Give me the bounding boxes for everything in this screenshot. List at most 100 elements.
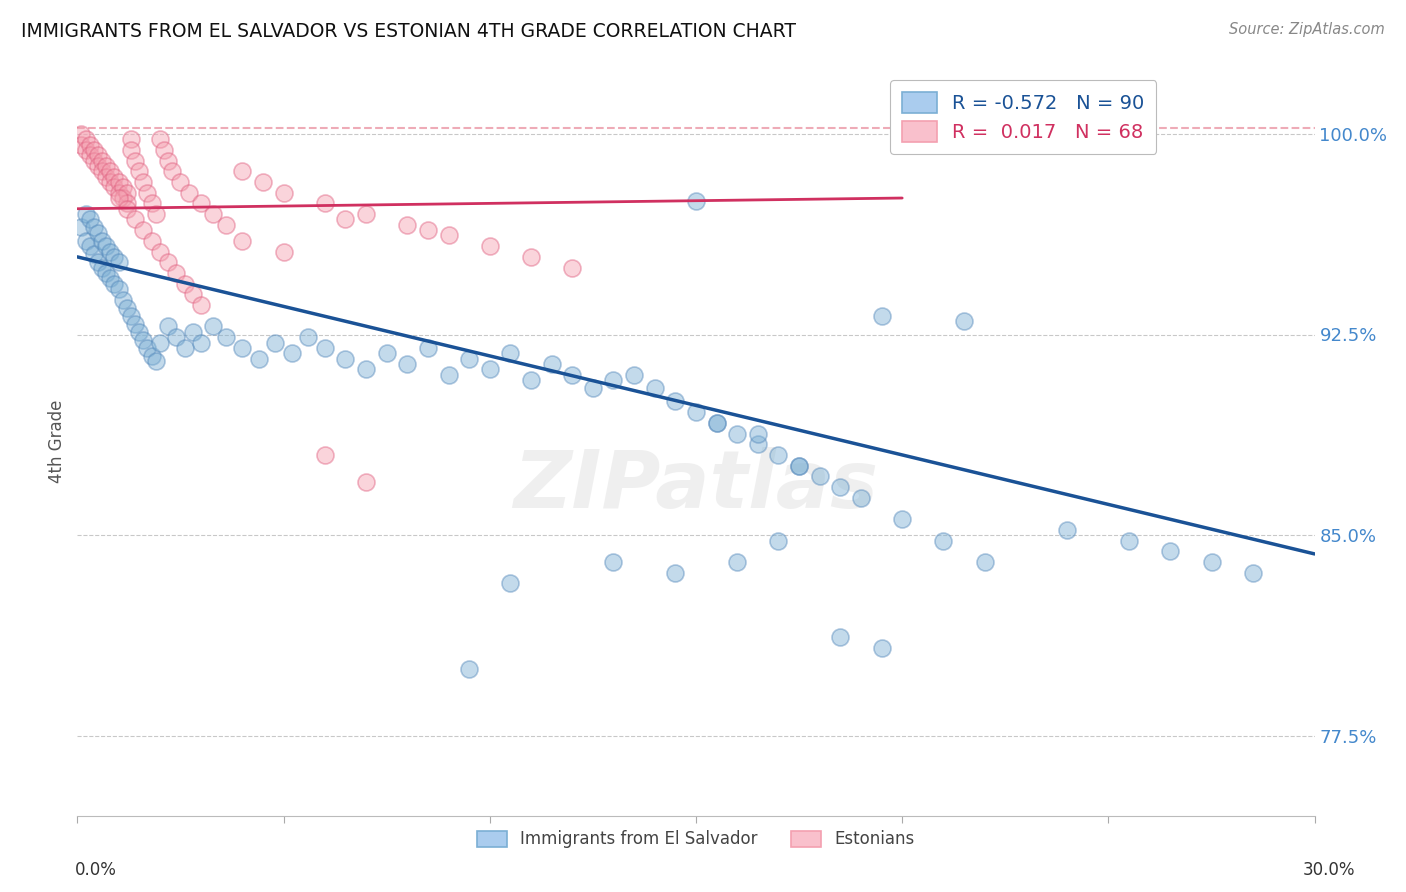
Point: [91, 234, 114, 248]
Point: [165, 266, 187, 280]
Point: [231, 234, 253, 248]
Point: [79, 148, 101, 162]
Point: [314, 341, 336, 355]
Point: [768, 533, 790, 548]
Point: [87, 148, 110, 162]
Point: [96, 266, 118, 280]
Point: [664, 566, 686, 580]
Point: [314, 448, 336, 462]
Point: [103, 277, 125, 291]
Point: [107, 282, 129, 296]
Point: [98, 244, 121, 259]
Point: [644, 381, 666, 395]
Point: [252, 175, 274, 189]
Point: [396, 218, 419, 232]
Point: [115, 301, 138, 315]
Point: [136, 341, 159, 355]
Point: [91, 260, 114, 275]
Point: [190, 335, 212, 350]
Point: [136, 186, 159, 200]
Point: [145, 354, 167, 368]
Point: [75, 234, 97, 248]
Text: 30.0%: 30.0%: [1302, 861, 1355, 879]
Point: [499, 576, 522, 591]
Point: [437, 228, 460, 243]
Text: IMMIGRANTS FROM EL SALVADOR VS ESTONIAN 4TH GRADE CORRELATION CHART: IMMIGRANTS FROM EL SALVADOR VS ESTONIAN …: [21, 22, 796, 41]
Point: [181, 287, 204, 301]
Point: [396, 357, 419, 371]
Point: [231, 341, 253, 355]
Point: [149, 132, 172, 146]
Point: [75, 143, 97, 157]
Point: [128, 325, 150, 339]
Point: [375, 346, 398, 360]
Point: [354, 207, 377, 221]
Point: [787, 458, 810, 473]
Point: [160, 164, 183, 178]
Point: [1201, 555, 1223, 569]
Point: [79, 212, 101, 227]
Point: [120, 132, 142, 146]
Point: [177, 186, 200, 200]
Point: [1241, 566, 1264, 580]
Point: [153, 143, 176, 157]
Point: [141, 349, 163, 363]
Point: [98, 164, 121, 178]
Point: [416, 223, 439, 237]
Point: [354, 475, 377, 489]
Point: [499, 346, 522, 360]
Point: [520, 373, 543, 387]
Point: [335, 212, 357, 227]
Point: [458, 662, 481, 676]
Point: [664, 394, 686, 409]
Point: [103, 250, 125, 264]
Point: [190, 298, 212, 312]
Point: [132, 175, 155, 189]
Point: [111, 180, 134, 194]
Point: [83, 143, 105, 157]
Point: [149, 335, 172, 350]
Point: [602, 373, 624, 387]
Point: [120, 143, 142, 157]
Text: ZIPatlas: ZIPatlas: [513, 448, 879, 525]
Text: 0.0%: 0.0%: [75, 861, 117, 879]
Point: [416, 341, 439, 355]
Point: [1056, 523, 1078, 537]
Point: [685, 405, 707, 419]
Point: [314, 196, 336, 211]
Point: [103, 169, 125, 184]
Point: [132, 223, 155, 237]
Point: [870, 640, 893, 655]
Point: [281, 346, 304, 360]
Point: [561, 260, 583, 275]
Point: [83, 153, 105, 168]
Point: [582, 381, 605, 395]
Point: [870, 309, 893, 323]
Point: [96, 159, 118, 173]
Point: [165, 330, 187, 344]
Point: [685, 194, 707, 208]
Point: [124, 153, 146, 168]
Text: Source: ZipAtlas.com: Source: ZipAtlas.com: [1229, 22, 1385, 37]
Point: [190, 196, 212, 211]
Point: [107, 255, 129, 269]
Point: [141, 234, 163, 248]
Point: [247, 351, 270, 366]
Point: [725, 555, 748, 569]
Y-axis label: 4th Grade: 4th Grade: [48, 400, 66, 483]
Point: [231, 164, 253, 178]
Point: [215, 330, 238, 344]
Point: [120, 309, 142, 323]
Point: [70, 220, 93, 235]
Point: [157, 255, 180, 269]
Point: [623, 368, 645, 382]
Point: [107, 191, 129, 205]
Point: [181, 325, 204, 339]
Point: [124, 317, 146, 331]
Point: [297, 330, 319, 344]
Point: [96, 239, 118, 253]
Point: [79, 239, 101, 253]
Point: [87, 226, 110, 240]
Point: [141, 196, 163, 211]
Point: [75, 132, 97, 146]
